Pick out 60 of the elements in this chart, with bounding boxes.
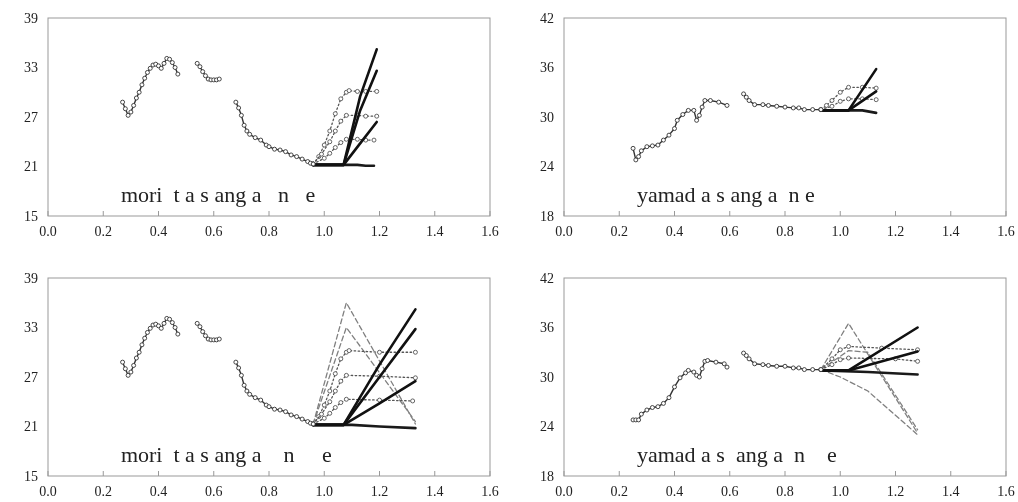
y-tick-label: 15 xyxy=(24,468,38,484)
y-tick-label: 42 xyxy=(540,270,554,286)
y-tick-label: 36 xyxy=(540,60,554,76)
y-tick-label: 24 xyxy=(540,159,554,175)
y-tick-label: 27 xyxy=(24,369,38,385)
x-tick-label: 1.6 xyxy=(997,484,1015,499)
x-tick-label: 1.0 xyxy=(315,224,333,239)
x-tick-label: 1.2 xyxy=(886,484,905,499)
x-tick-label: 0.6 xyxy=(205,484,223,499)
y-tick-label: 27 xyxy=(24,109,38,125)
x-tick-label: 0.2 xyxy=(610,484,628,499)
y-tick-label: 21 xyxy=(24,419,38,435)
annotation: mori t a s ang a n e xyxy=(120,182,316,208)
x-tick-label: 0.6 xyxy=(721,224,739,239)
y-tick-label: 18 xyxy=(540,468,554,484)
x-tick-label: 1.6 xyxy=(481,224,499,239)
x-tick-label: 1.0 xyxy=(831,224,849,239)
x-tick-label: 1.2 xyxy=(370,224,389,239)
x-tick-label: 0.8 xyxy=(260,484,278,499)
annotation: mori t a s ang a n e xyxy=(120,442,332,468)
x-tick-label: 0.6 xyxy=(721,484,739,499)
x-tick-label: 0.8 xyxy=(260,224,278,239)
y-tick-label: 21 xyxy=(24,159,38,175)
x-tick-label: 1.2 xyxy=(370,484,389,499)
x-tick-label: 0.4 xyxy=(149,484,168,499)
x-tick-label: 0.8 xyxy=(776,224,794,239)
x-tick-label: 1.6 xyxy=(997,224,1015,239)
y-tick-label: 24 xyxy=(540,419,554,435)
x-tick-label: 0.0 xyxy=(39,484,57,499)
x-tick-label: 0.4 xyxy=(665,484,684,499)
y-tick-label: 36 xyxy=(540,320,554,336)
annotation: yamad a s ang a n e xyxy=(636,182,815,208)
y-tick-label: 30 xyxy=(540,109,554,125)
x-tick-label: 0.4 xyxy=(149,224,168,239)
x-tick-label: 1.4 xyxy=(942,484,960,499)
y-tick-label: 15 xyxy=(24,208,38,224)
x-tick-label: 0.0 xyxy=(555,484,573,499)
x-tick-label: 1.4 xyxy=(426,484,444,499)
y-tick-label: 18 xyxy=(540,208,554,224)
x-tick-label: 1.4 xyxy=(426,224,444,239)
annotation: yamad a s ang a n e xyxy=(636,442,837,468)
y-tick-label: 39 xyxy=(24,270,38,286)
y-tick-label: 33 xyxy=(24,60,38,76)
x-tick-label: 0.2 xyxy=(94,484,112,499)
x-tick-label: 1.0 xyxy=(831,484,849,499)
x-tick-label: 1.6 xyxy=(481,484,499,499)
x-tick-label: 1.0 xyxy=(315,484,333,499)
y-tick-label: 39 xyxy=(24,10,38,26)
x-tick-label: 0.6 xyxy=(205,224,223,239)
x-tick-label: 1.2 xyxy=(886,224,905,239)
y-tick-label: 30 xyxy=(540,369,554,385)
x-tick-label: 0.0 xyxy=(555,224,573,239)
y-tick-label: 42 xyxy=(540,10,554,26)
x-tick-label: 0.2 xyxy=(610,224,628,239)
x-tick-label: 0.2 xyxy=(94,224,112,239)
x-tick-label: 1.4 xyxy=(942,224,960,239)
y-tick-label: 33 xyxy=(24,320,38,336)
x-tick-label: 0.4 xyxy=(665,224,684,239)
x-tick-label: 0.8 xyxy=(776,484,794,499)
x-tick-label: 0.0 xyxy=(39,224,57,239)
